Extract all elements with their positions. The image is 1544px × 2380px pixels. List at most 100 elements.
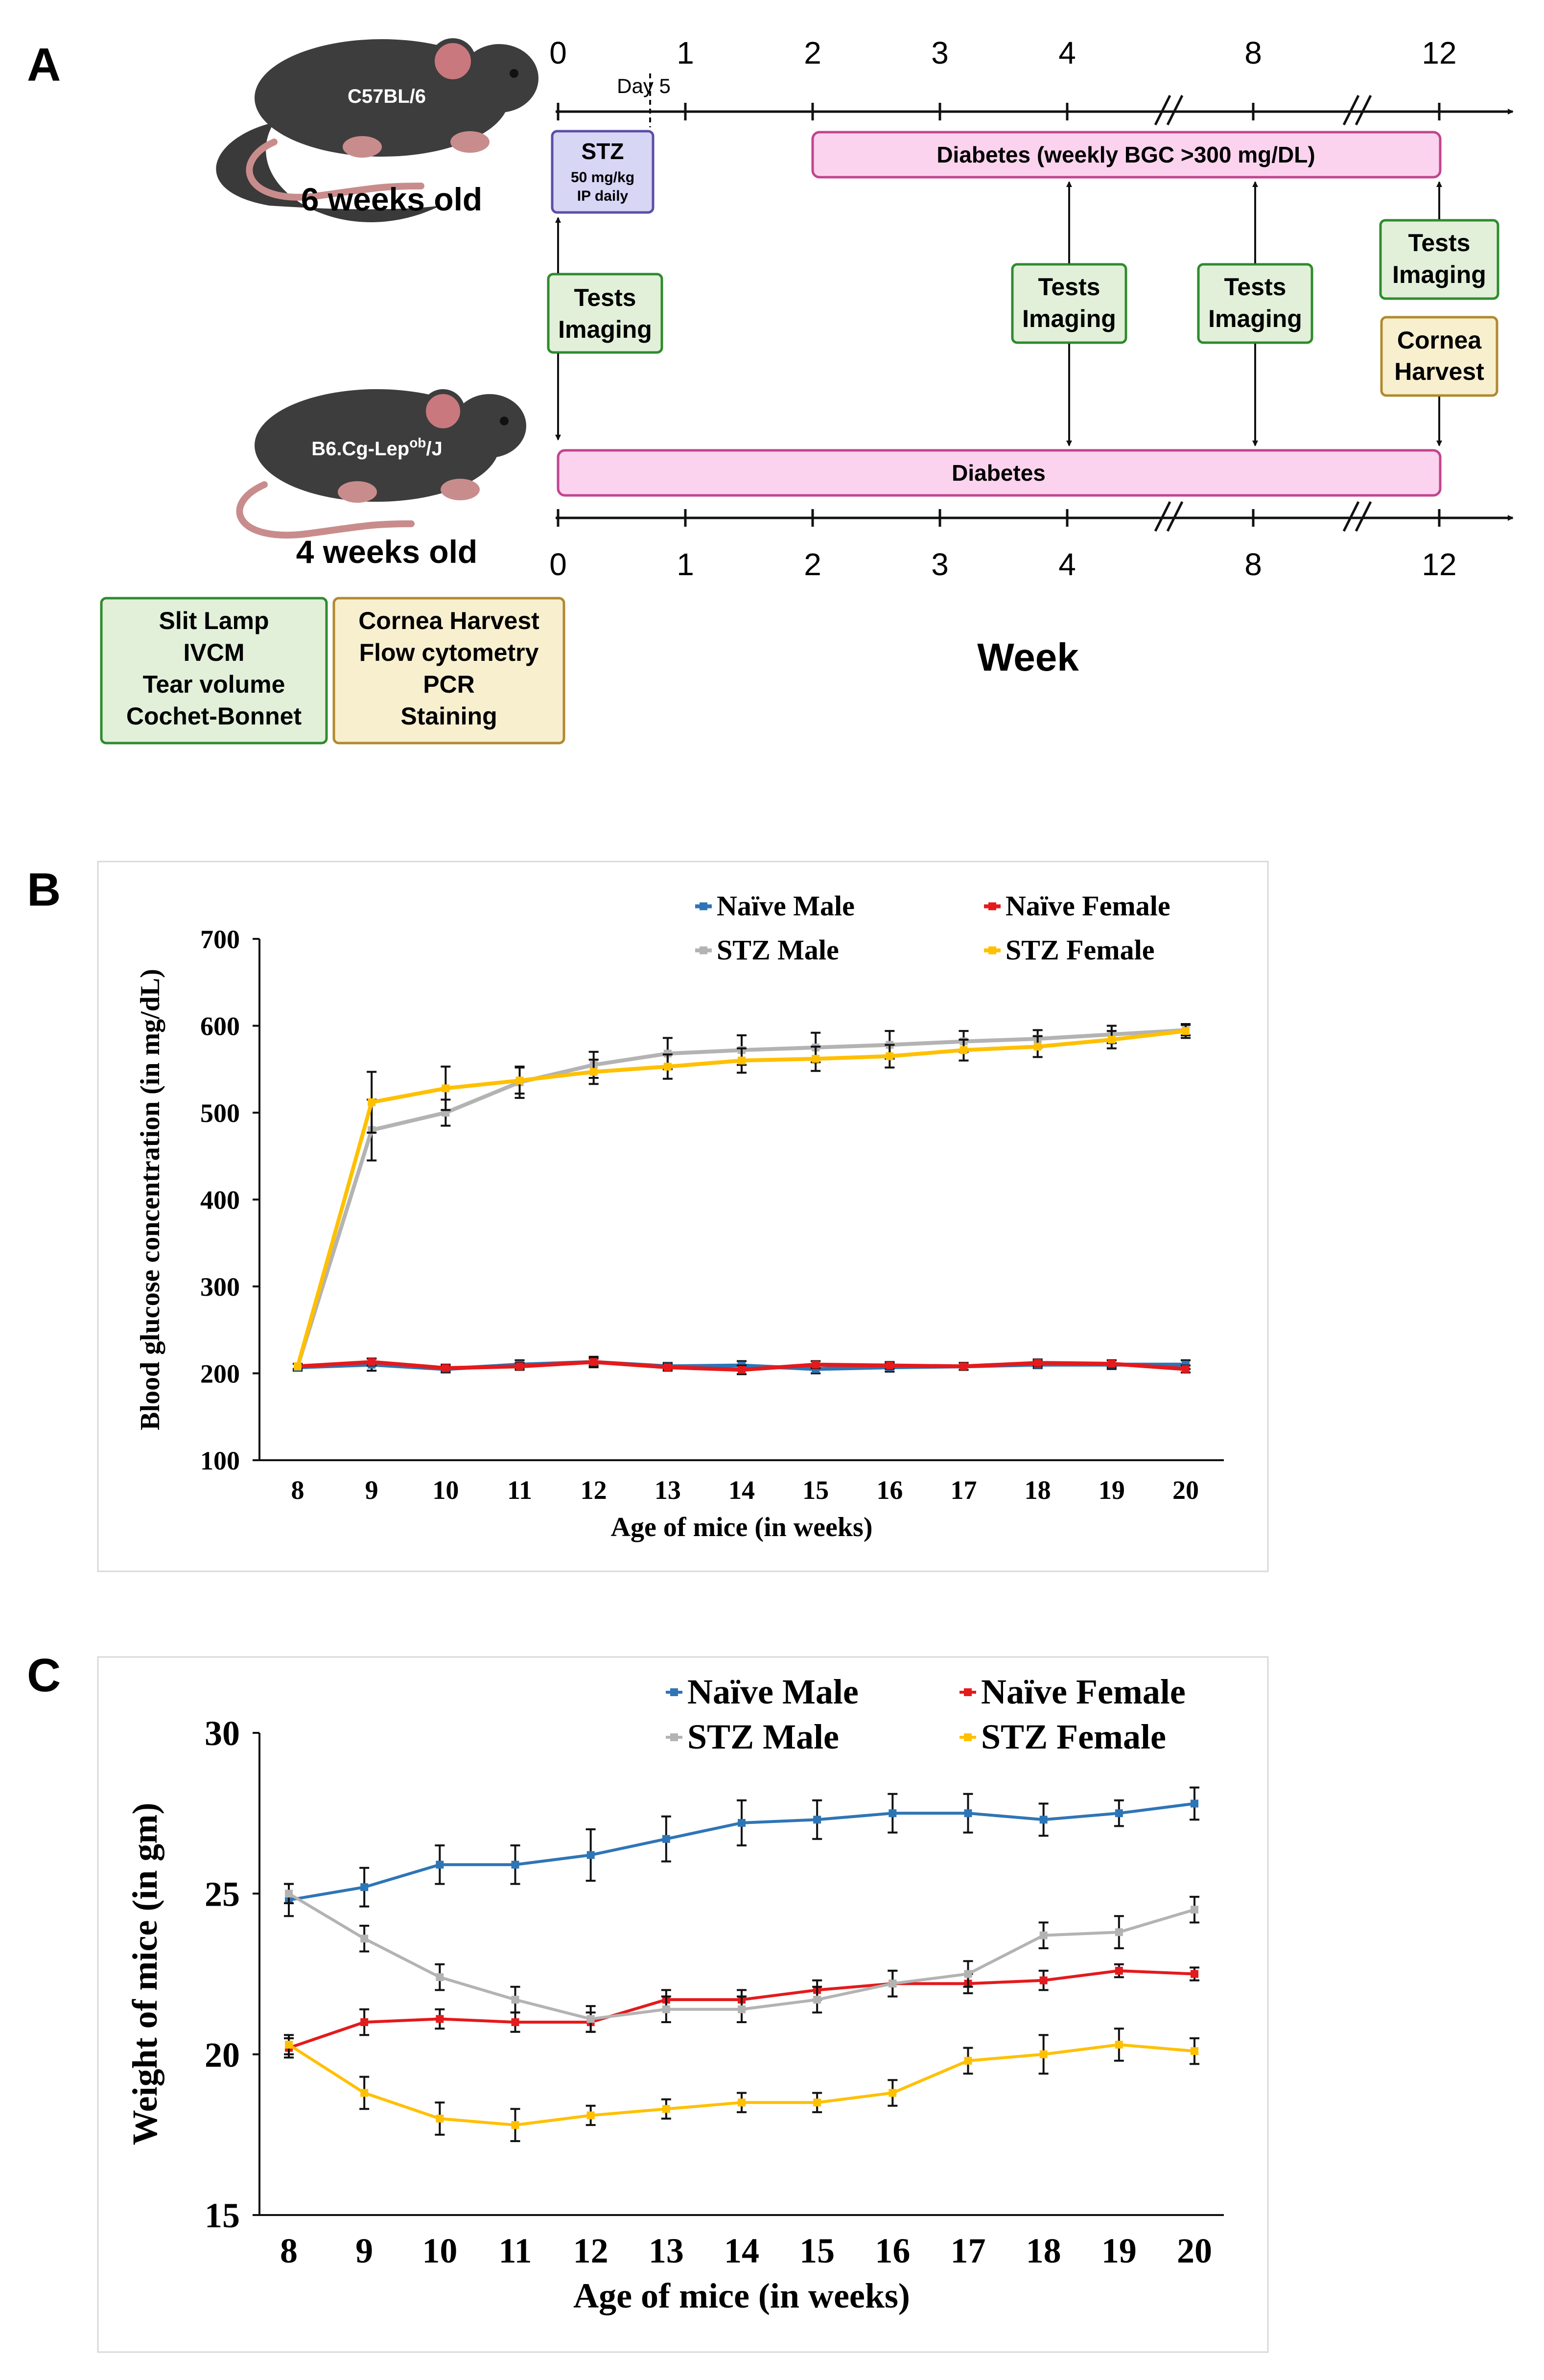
- data-point: [368, 1358, 376, 1366]
- data-point: [586, 2015, 595, 2023]
- y-tick-label: 500: [200, 1098, 240, 1128]
- svg-text:8: 8: [1244, 547, 1262, 582]
- tests-box-week4-line2: Imaging: [1022, 305, 1116, 332]
- series-stz-female: [293, 1023, 1191, 1371]
- data-point: [442, 1084, 450, 1093]
- legend-green-box: [100, 597, 328, 745]
- data-point: [589, 1068, 598, 1076]
- svg-text:Cochet-Bonnet: Cochet-Bonnet: [126, 702, 302, 730]
- legend-label: STZ Female: [1006, 934, 1154, 966]
- mouse-top-icon: [216, 38, 538, 222]
- data-point: [1033, 1043, 1042, 1051]
- svg-text:PCR: PCR: [423, 671, 475, 698]
- y-tick-label: 400: [200, 1185, 240, 1214]
- legend-label: Naïve Female: [981, 1672, 1186, 1711]
- stz-title: STZ: [582, 139, 624, 164]
- tests-box-week8-line2: Imaging: [1208, 305, 1302, 332]
- data-point: [436, 1861, 444, 1869]
- bottom-age-label: 4 weeks old: [296, 534, 478, 570]
- diabetes-bottom-bar: [557, 449, 1442, 497]
- data-point: [436, 2015, 444, 2023]
- panel-c: C 15 20 25 30 8 9 10 11 12 13 14 15 16 17 18 19 20 Age of…: [27, 1649, 1269, 2353]
- stz-route: IP daily: [577, 188, 629, 204]
- data-point: [662, 2105, 670, 2113]
- svg-text:2: 2: [804, 547, 821, 582]
- x-tick-label: 16: [876, 1475, 903, 1505]
- data-point: [889, 2089, 897, 2097]
- panel-a: A C57BL/6 6 weeks old B6.Cg-Lepob/J 4 we: [27, 35, 1514, 745]
- y-axis-label: Weight of mice (in gm): [125, 1803, 164, 2146]
- tests-box-week12-line2: Imaging: [1392, 261, 1486, 288]
- svg-text:1: 1: [677, 35, 694, 70]
- svg-text:8: 8: [1244, 35, 1262, 70]
- data-point: [959, 1362, 968, 1371]
- data-point: [663, 1062, 672, 1071]
- weight-chart: 15 20 25 30 8 9 10 11 12 13 14 15 16 17 18 19 20 Age of m…: [125, 1672, 1224, 2315]
- svg-text:Slit Lamp: Slit Lamp: [159, 607, 269, 634]
- data-point: [511, 2018, 519, 2026]
- x-tick-label: 20: [1172, 1475, 1199, 1505]
- timeline-arrows: [555, 181, 1442, 446]
- x-tick-label: 16: [875, 2231, 910, 2270]
- x-tick-label: 17: [951, 1475, 977, 1505]
- x-tick-label: 10: [422, 2231, 457, 2270]
- x-axis-label: Age of mice (in weeks): [611, 1512, 873, 1542]
- data-point: [1115, 2040, 1123, 2049]
- data-point: [1191, 2047, 1198, 2055]
- x-tick-label: 19: [1101, 2231, 1137, 2270]
- tests-box-week12: [1379, 219, 1499, 300]
- diabetes-top-label: Diabetes (weekly BGC >300 mg/DL): [936, 142, 1315, 167]
- data-point: [738, 1819, 746, 1827]
- data-point: [662, 1835, 670, 1843]
- stz-box: [551, 130, 655, 214]
- series-stz-male: [293, 1024, 1191, 1371]
- series-stz-male: [284, 1883, 1199, 2033]
- x-tick-label: 18: [1025, 1475, 1051, 1505]
- data-point: [1182, 1365, 1190, 1373]
- data-point: [889, 1980, 897, 1988]
- top-age-label: 6 weeks old: [301, 181, 483, 217]
- data-point: [886, 1052, 894, 1060]
- x-tick-label: 9: [365, 1475, 378, 1505]
- data-point: [1115, 1928, 1123, 1937]
- svg-text:IVCM: IVCM: [184, 639, 245, 666]
- legend-label: Naïve Male: [687, 1672, 859, 1711]
- series-line: [296, 1028, 1186, 1367]
- data-point: [360, 2089, 369, 2097]
- svg-text:Staining: Staining: [400, 702, 497, 730]
- data-point: [1115, 1966, 1123, 1975]
- x-tick-label: 8: [291, 1475, 304, 1505]
- data-point: [1191, 1970, 1198, 1978]
- svg-text:1: 1: [677, 547, 694, 582]
- data-point: [1039, 1931, 1048, 1939]
- data-point: [436, 1973, 444, 1982]
- x-tick-label: 20: [1177, 2231, 1212, 2270]
- x-tick-label: 19: [1099, 1475, 1125, 1505]
- x-tick-label: 11: [498, 2231, 532, 2270]
- tests-box-week4: [1011, 263, 1127, 344]
- series-na-ve-male: [284, 1786, 1199, 1917]
- bottom-tick-labels: 0 1 2 3 4 8 12: [549, 547, 1456, 582]
- panel-c-frame: [97, 1656, 1269, 2353]
- legend-yellow-box: [332, 597, 565, 745]
- y-tick-label: 30: [205, 1714, 240, 1753]
- svg-text:3: 3: [931, 547, 949, 582]
- legend-label: Naïve Female: [1006, 890, 1170, 922]
- legend-yellow-items: Cornea Harvest Flow cytometry PCR Staini…: [358, 607, 539, 730]
- y-axis-label: Blood glucose concentration (in mg/dL): [135, 969, 165, 1430]
- data-point: [360, 2018, 369, 2026]
- data-point: [368, 1098, 376, 1106]
- x-tick-label: 9: [355, 2231, 373, 2270]
- data-point: [959, 1046, 968, 1054]
- data-point: [1039, 1976, 1048, 1984]
- data-point: [515, 1362, 524, 1371]
- day-5-label: Day 5: [617, 74, 671, 97]
- data-point: [738, 1366, 746, 1374]
- series-stz-female: [284, 2028, 1199, 2142]
- data-point: [813, 2099, 821, 2107]
- data-point: [586, 1851, 595, 1859]
- y-tick-label: 100: [200, 1446, 240, 1475]
- y-tick-label: 600: [200, 1011, 240, 1041]
- data-point: [436, 2115, 444, 2123]
- panel-c-label: C: [27, 1649, 61, 1702]
